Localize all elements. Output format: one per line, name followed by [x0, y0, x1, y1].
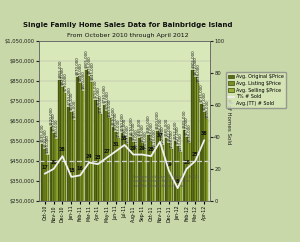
Bar	[52, 133, 55, 242]
Text: Single Family Home Sales Data for Bainbridge Island: Single Family Home Sales Data for Bainbr…	[23, 22, 233, 28]
Text: $595,000: $595,000	[114, 112, 118, 130]
Text: $538,000: $538,000	[187, 123, 191, 142]
Text: $600,000: $600,000	[155, 111, 159, 129]
Bar	[191, 70, 194, 242]
Bar	[206, 119, 208, 242]
Text: $872,000: $872,000	[194, 56, 197, 75]
Text: $658,000: $658,000	[205, 99, 209, 118]
Bar	[82, 91, 84, 242]
Text: $730,000: $730,000	[102, 85, 106, 103]
Bar	[156, 131, 159, 242]
Text: $560,000: $560,000	[54, 119, 58, 137]
Text: $535,000: $535,000	[40, 124, 44, 142]
Bar	[85, 70, 88, 242]
Text: $695,000: $695,000	[69, 92, 73, 110]
Text: 20: 20	[183, 160, 190, 165]
Bar	[188, 143, 190, 242]
Bar	[152, 148, 155, 242]
Text: $552,000: $552,000	[173, 121, 177, 139]
Text: $565,000: $565,000	[138, 118, 142, 136]
Text: $548,000: $548,000	[149, 121, 153, 140]
Text: $533,000: $533,000	[125, 124, 129, 143]
Bar	[174, 141, 176, 242]
Bar	[99, 114, 102, 242]
Text: $697,000: $697,000	[202, 91, 206, 110]
Text: $722,000: $722,000	[96, 86, 100, 105]
Text: 23: 23	[94, 155, 101, 160]
Text: $875,000: $875,000	[87, 56, 91, 75]
Text: $755,000: $755,000	[93, 80, 97, 98]
Bar	[76, 77, 79, 242]
Text: $840,000: $840,000	[78, 63, 82, 82]
Bar	[70, 112, 73, 242]
Bar	[167, 143, 170, 242]
Text: $590,000: $590,000	[120, 113, 124, 131]
Text: 16: 16	[77, 166, 84, 171]
Bar	[94, 100, 97, 242]
Text: $510,000: $510,000	[43, 129, 47, 147]
Bar	[159, 137, 161, 242]
Text: $565,000: $565,000	[122, 118, 127, 136]
Bar	[73, 120, 75, 242]
Text: $870,000: $870,000	[76, 57, 80, 76]
Bar	[161, 145, 164, 242]
Text: From October 2010 through April 2012: From October 2010 through April 2012	[67, 33, 189, 38]
Text: Prepared February 17 (Acuity, 2012)
www.BainbridgeRealEstate.com
www.BainbridgeL: Prepared February 17 (Acuity, 2012) www.…	[133, 175, 199, 188]
Text: $572,000: $572,000	[184, 116, 188, 135]
Text: $590,000: $590,000	[52, 113, 56, 131]
Text: $480,000: $480,000	[45, 135, 50, 153]
Text: 28: 28	[59, 147, 66, 152]
Bar	[185, 136, 188, 242]
Bar	[55, 139, 58, 242]
Bar	[61, 87, 64, 242]
Text: $720,000: $720,000	[67, 87, 71, 106]
Text: $800,000: $800,000	[81, 71, 85, 90]
Bar	[64, 93, 67, 242]
Text: $503,000: $503,000	[143, 130, 147, 149]
Text: 17: 17	[41, 165, 48, 170]
Bar	[90, 82, 93, 242]
Text: 38: 38	[201, 131, 208, 136]
Text: $513,000: $513,000	[152, 128, 156, 147]
Bar	[132, 142, 135, 242]
Bar	[121, 133, 123, 242]
Text: $855,000: $855,000	[58, 60, 62, 78]
Text: $513,000: $513,000	[134, 128, 138, 147]
Bar	[182, 130, 185, 242]
Bar	[68, 107, 70, 242]
Text: $570,000: $570,000	[129, 117, 133, 135]
Bar	[108, 118, 111, 242]
Text: 15: 15	[68, 168, 75, 173]
Text: $527,000: $527,000	[176, 125, 180, 144]
Bar	[200, 104, 203, 242]
Text: $538,000: $538,000	[140, 123, 144, 142]
Text: $683,000: $683,000	[99, 94, 103, 113]
Bar	[138, 138, 141, 242]
Text: 20: 20	[50, 160, 57, 165]
Text: $838,000: $838,000	[196, 63, 200, 82]
Text: $565,000: $565,000	[164, 118, 168, 136]
Text: $545,000: $545,000	[131, 122, 135, 140]
Text: 25: 25	[192, 152, 199, 157]
Text: $493,000: $493,000	[178, 132, 182, 151]
Bar	[165, 138, 167, 242]
Text: 28: 28	[148, 147, 154, 152]
Text: $620,000: $620,000	[111, 107, 115, 125]
Bar	[176, 145, 179, 242]
Bar	[197, 83, 200, 242]
Bar	[141, 143, 143, 242]
Text: $845,000: $845,000	[90, 62, 94, 81]
Bar	[147, 135, 150, 242]
Text: 29: 29	[130, 145, 137, 151]
Bar	[203, 112, 206, 242]
Text: 37: 37	[157, 133, 163, 138]
Bar	[129, 137, 132, 242]
Text: $580,000: $580,000	[146, 115, 150, 133]
Bar	[179, 152, 182, 242]
Text: 19: 19	[165, 161, 172, 166]
Bar	[117, 138, 120, 242]
Y-axis label: # of Homes Sold: # of Homes Sold	[226, 98, 231, 144]
Text: $528,000: $528,000	[160, 125, 165, 144]
Bar	[79, 83, 82, 242]
Bar	[103, 105, 106, 242]
